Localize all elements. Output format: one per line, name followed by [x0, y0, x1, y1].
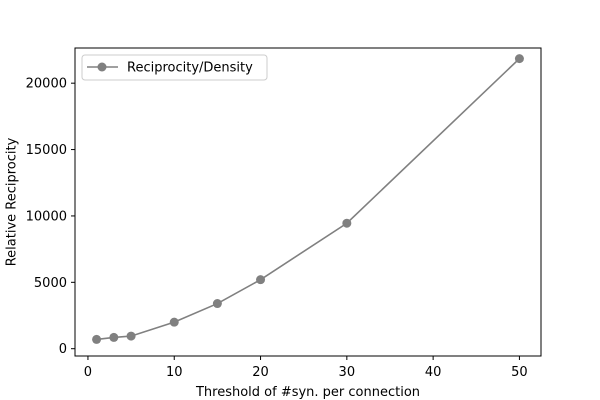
x-tick-label: 20 — [252, 365, 269, 380]
x-tick-label: 50 — [511, 365, 528, 380]
plot-area — [92, 54, 524, 344]
data-point — [109, 332, 119, 342]
data-point — [342, 218, 352, 228]
data-point — [169, 317, 179, 327]
data-point — [126, 331, 136, 341]
data-point — [256, 275, 266, 285]
y-tick-label: 0 — [59, 342, 67, 357]
data-point — [92, 334, 102, 344]
x-tick-label: 0 — [84, 365, 92, 380]
x-axis-label: Threshold of #syn. per connection — [195, 385, 420, 400]
data-point — [212, 299, 222, 309]
y-tick-label: 15000 — [26, 143, 67, 158]
legend-label: Reciprocity/Density — [127, 61, 253, 76]
x-tick-label: 30 — [339, 365, 356, 380]
x-tick-label: 10 — [166, 365, 183, 380]
series-line — [96, 58, 520, 341]
axes-frame — [74, 47, 542, 357]
legend-point-marker — [97, 62, 107, 72]
x-tick-label: 40 — [425, 365, 442, 380]
legend-box — [81, 54, 268, 81]
y-tick-label: 20000 — [26, 77, 67, 92]
y-tick-label: 5000 — [34, 276, 67, 291]
y-tick-label: 10000 — [26, 209, 67, 224]
legend: Reciprocity/Density — [81, 54, 268, 81]
y-axis-label: Relative Reciprocity — [5, 137, 20, 266]
axes: 0 10 20 30 40 50 0 5000 10000 15000 20000 — [26, 77, 528, 380]
data-point — [514, 54, 524, 64]
